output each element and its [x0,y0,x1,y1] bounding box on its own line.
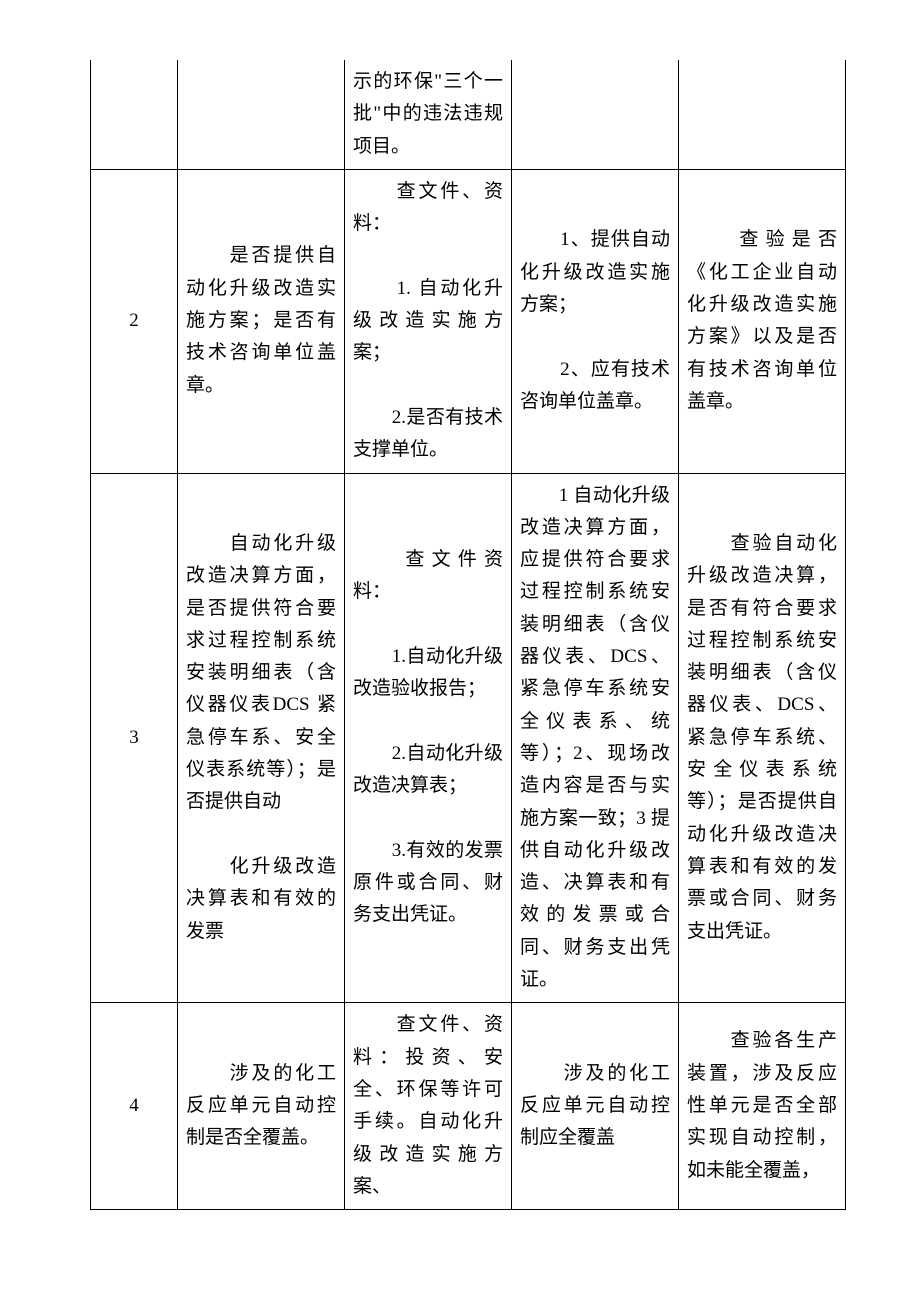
cell [178,60,345,169]
row-number: 3 [91,473,178,1003]
cell: 查文件、资料： 1. 自动化升级改造实施方案； 2.是否有技术支撑单位。 [345,169,512,473]
cell [512,60,679,169]
row-number: 2 [91,169,178,473]
cell-line: 1. 自动化升级改造实施方案； [353,278,503,364]
cell-line: 查文件、资料： [353,181,503,234]
cell: 是否提供自动化升级改造实施方案；是否有技术咨询单位盖章。 [178,169,345,473]
cell-line: 2.自动化升级改造决算表； [353,743,503,796]
cell-line: 查文件资料： [353,549,503,602]
cell-line: 化升级改造决算表和有效的发票 [186,856,336,942]
table-row: 4 涉及的化工反应单元自动控制是否全覆盖。 查文件、资料：投资、安全、环保等许可… [91,1003,846,1210]
cell-line: 3.有效的发票原件或合同、财务支出凭证。 [353,840,503,926]
cell: 涉及的化工反应单元自动控制是否全覆盖。 [178,1003,345,1210]
cell: 查文件资料： 1.自动化升级改造验收报告； 2.自动化升级改造决算表； 3.有效… [345,473,512,1003]
cell: 查验自动化升级改造决算，是否有符合要求过程控制系统安装明细表（含仪器仪表、DCS… [679,473,846,1003]
cell: 涉及的化工反应单元自动控制应全覆盖 [512,1003,679,1210]
cell: 自动化升级改造决算方面，是否提供符合要求过程控制系统安装明细表（含仪器仪表DCS… [178,473,345,1003]
cell-line: 2.是否有技术支撑单位。 [353,407,503,460]
row-number [91,60,178,169]
table-row: 示的环保"三个一批"中的违法违规项目。 [91,60,846,169]
cell-line: 自动化升级改造决算方面，是否提供符合要求过程控制系统安装明细表（含仪器仪表DCS… [186,533,336,812]
cell: 1、提供自动化升级改造实施方案； 2、应有技术咨询单位盖章。 [512,169,679,473]
table-row: 3 自动化升级改造决算方面，是否提供符合要求过程控制系统安装明细表（含仪器仪表D… [91,473,846,1003]
cell: 查文件、资料：投资、安全、环保等许可手续。自动化升级改造实施方案、 [345,1003,512,1210]
row-number: 4 [91,1003,178,1210]
cell-line: 1、提供自动化升级改造实施方案； [520,229,670,315]
table-row: 2 是否提供自动化升级改造实施方案；是否有技术咨询单位盖章。 查文件、资料： 1… [91,169,846,473]
cell: 查验是否《化工企业自动化升级改造实施方案》以及是否有技术咨询单位盖章。 [679,169,846,473]
cell [679,60,846,169]
cell-line: 1.自动化升级改造验收报告； [353,646,503,699]
cell: 1 自动化升级改造决算方面，应提供符合要求过程控制系统安装明细表（含仪器仪表、D… [512,473,679,1003]
document-table: 示的环保"三个一批"中的违法违规项目。 2 是否提供自动化升级改造实施方案；是否… [90,60,846,1210]
cell-line: 2、应有技术咨询单位盖章。 [520,359,670,412]
cell: 示的环保"三个一批"中的违法违规项目。 [345,60,512,169]
cell: 查验各生产装置，涉及反应性单元是否全部实现自动控制，如未能全覆盖， [679,1003,846,1210]
